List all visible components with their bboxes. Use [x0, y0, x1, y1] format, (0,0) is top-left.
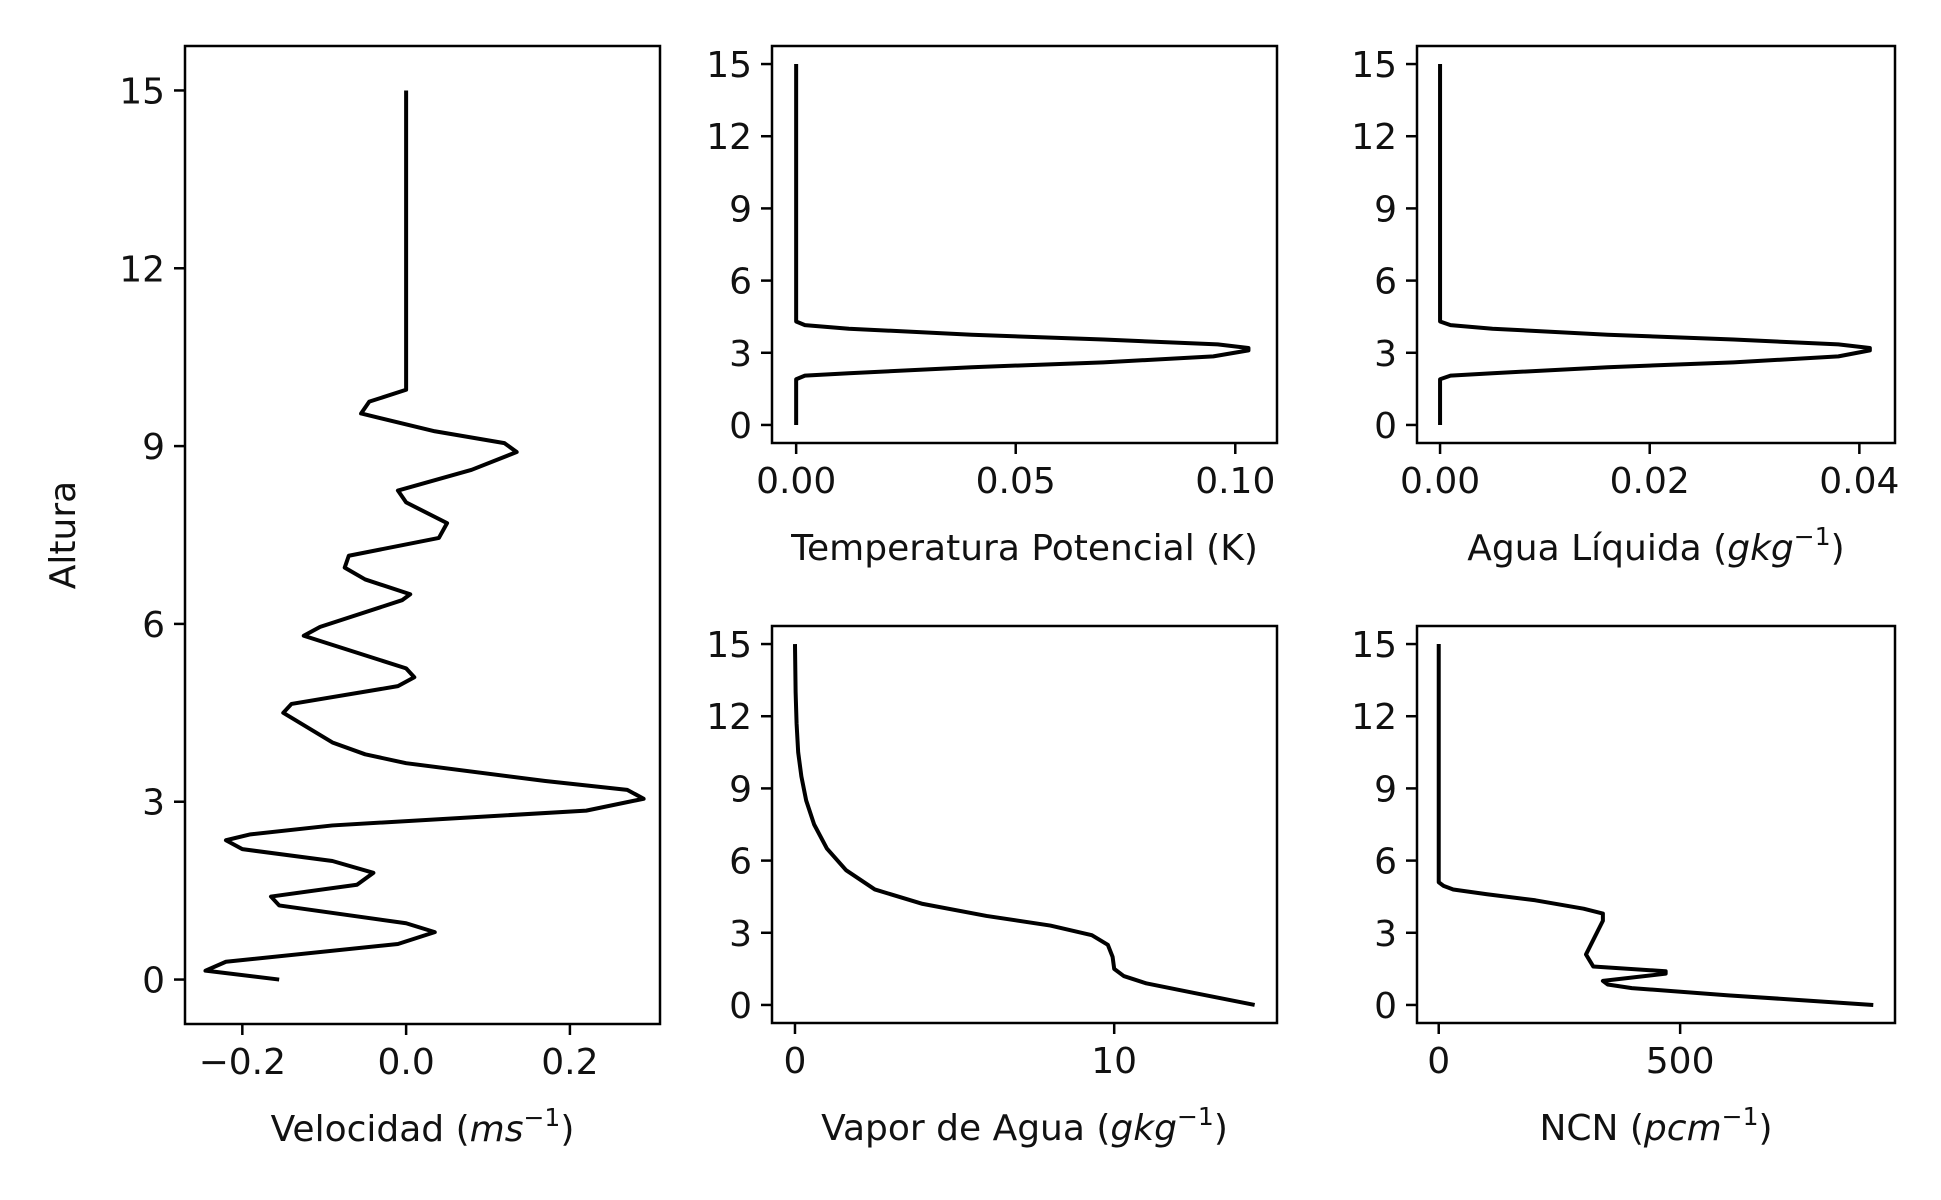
temperatura-x-tick-label: 0.10 [1195, 461, 1275, 502]
vapor-x-tick-label: 10 [1091, 1041, 1137, 1082]
temperatura-y-tick-label: 6 [729, 262, 752, 303]
velocidad-y-tick-label: 0 [142, 961, 165, 1002]
vapor-y-tick-label: 0 [729, 986, 752, 1027]
velocidad-x-tick-label: −0.2 [199, 1042, 286, 1083]
velocidad-x-axis-label: Velocidad (ms−1) [271, 1103, 575, 1150]
ncn-y-tick-label: 12 [1351, 697, 1397, 738]
temperatura-x-tick-label: 0.00 [756, 461, 836, 502]
ncn-x-axis-label: NCN (pcm−1) [1539, 1102, 1772, 1149]
temperatura-y-tick-label: 15 [706, 45, 752, 86]
ncn-y-tick-label: 9 [1374, 769, 1397, 810]
vapor-y-tick-label: 12 [706, 697, 752, 738]
agua_liquida-y-tick-label: 3 [1374, 334, 1397, 375]
temperatura-y-tick-label: 3 [729, 334, 752, 375]
temperatura-y-tick-label: 9 [729, 189, 752, 230]
ncn-y-tick-label: 6 [1374, 842, 1397, 883]
vapor-x-tick-label: 0 [784, 1041, 807, 1082]
ncn-line-0 [1436, 644, 1874, 1007]
velocidad-x-tick-label: 0.0 [377, 1042, 434, 1083]
temperatura-y-tick-label: 0 [729, 406, 752, 447]
temperatura-x-axis-label: Temperatura Potencial (K) [790, 528, 1258, 569]
velocidad-y-tick-label: 6 [142, 605, 165, 646]
agua_liquida-y-tick-label: 12 [1351, 117, 1397, 158]
agua_liquida-y-tick-label: 6 [1374, 262, 1397, 303]
agua_liquida-y-tick-label: 0 [1374, 406, 1397, 447]
ncn-y-tick-label: 15 [1351, 625, 1397, 666]
velocidad-y-tick-label: 15 [119, 71, 165, 112]
vapor-y-tick-label: 3 [729, 914, 752, 955]
velocidad-x-tick-label: 0.2 [541, 1042, 598, 1083]
vapor-axes-frame [770, 624, 1279, 1025]
vapor-x-axis-label: Vapor de Agua (gkg−1) [821, 1102, 1228, 1149]
ncn-y-tick-label: 3 [1374, 914, 1397, 955]
vapor-y-tick-label: 9 [729, 769, 752, 810]
temperatura-y-tick-label: 12 [706, 117, 752, 158]
temperatura-axes-frame [770, 44, 1279, 445]
agua_liquida-line-0 [1438, 64, 1872, 425]
ncn-axes-frame [1415, 624, 1897, 1025]
ncn-x-tick-label: 0 [1427, 1041, 1450, 1082]
agua_liquida-x-tick-label: 0.04 [1819, 461, 1899, 502]
ncn-y-tick-label: 0 [1374, 986, 1397, 1027]
panel-vapor: 0 10 0 3 6 9 12 15 Vapor de Agua (gkg−1) [706, 624, 1279, 1149]
vapor-y-tick-label: 6 [729, 842, 752, 883]
panel-agua_liquida: 0.00 0.02 0.04 0 3 6 9 12 15 Agua Líquida (gkg−1) [1351, 44, 1899, 569]
agua_liquida-x-tick-label: 0.00 [1400, 461, 1480, 502]
ncn-x-tick-label: 500 [1646, 1041, 1715, 1082]
velocidad-y-tick-label: 3 [142, 783, 165, 824]
vapor-y-tick-label: 15 [706, 625, 752, 666]
temperatura-x-tick-label: 0.05 [976, 461, 1056, 502]
agua_liquida-y-tick-label: 9 [1374, 189, 1397, 230]
velocidad-y-tick-label: 12 [119, 249, 165, 290]
velocidad-y-tick-label: 9 [142, 427, 165, 468]
panel-velocidad: −0.2 0.0 0.2 0 3 6 9 12 15 Velocidad (ms−1) Altura [43, 44, 662, 1150]
velocidad-line-0 [203, 90, 646, 982]
vapor-line-0 [792, 644, 1256, 1007]
velocidad-axes-frame [183, 44, 662, 1026]
agua_liquida-x-tick-label: 0.02 [1610, 461, 1690, 502]
panel-temperatura: 0.00 0.05 0.10 0 3 6 9 12 15 Temperatura Potencia… [706, 44, 1279, 569]
agua_liquida-axes-frame [1415, 44, 1897, 445]
agua_liquida-x-axis-label: Agua Líquida (gkg−1) [1467, 522, 1844, 569]
temperatura-line-0 [794, 64, 1251, 425]
velocidad-y-axis-label: Altura [43, 481, 84, 589]
agua_liquida-y-tick-label: 15 [1351, 45, 1397, 86]
panel-ncn: 0 500 0 3 6 9 12 15 NCN (pcm−1) [1351, 624, 1897, 1149]
